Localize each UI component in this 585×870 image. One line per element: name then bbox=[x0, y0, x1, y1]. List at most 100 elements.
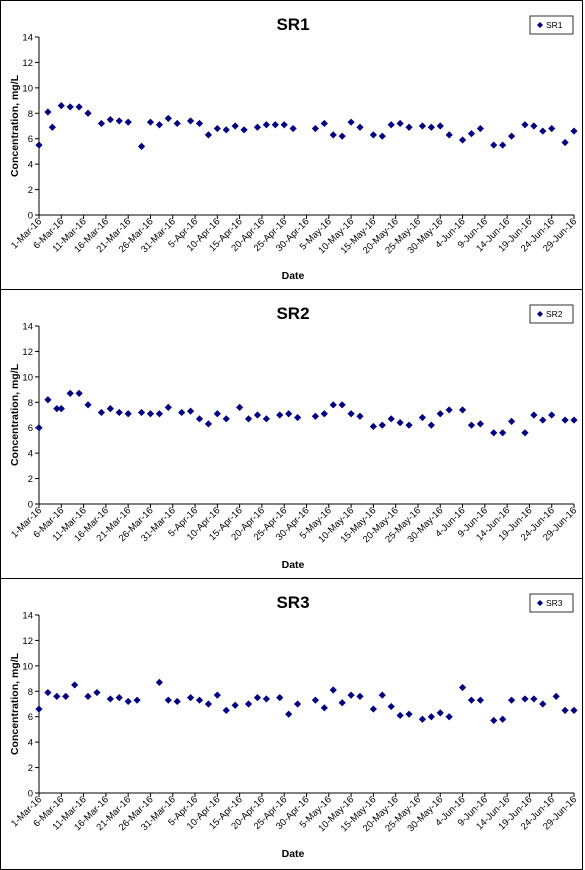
y-tick-label: 10 bbox=[22, 83, 33, 94]
data-point bbox=[75, 389, 83, 397]
data-point bbox=[338, 401, 346, 409]
data-point bbox=[48, 123, 56, 131]
data-point bbox=[427, 123, 435, 131]
data-point bbox=[285, 410, 293, 418]
data-point bbox=[427, 421, 435, 429]
legend-label: SR2 bbox=[546, 309, 563, 319]
data-point bbox=[530, 695, 538, 703]
y-tick-label: 12 bbox=[22, 636, 33, 647]
data-point bbox=[186, 117, 195, 125]
y-tick-label: 6 bbox=[28, 423, 33, 434]
data-point bbox=[436, 709, 444, 717]
data-point bbox=[539, 700, 547, 708]
data-point bbox=[75, 103, 83, 111]
legend-marker bbox=[537, 311, 543, 317]
data-point bbox=[521, 429, 529, 437]
data-point bbox=[499, 429, 507, 437]
data-point bbox=[155, 121, 163, 129]
data-point bbox=[476, 124, 484, 133]
data-point bbox=[222, 415, 230, 423]
data-point bbox=[490, 429, 498, 437]
data-point bbox=[570, 127, 578, 135]
data-point bbox=[530, 122, 538, 130]
legend-box bbox=[529, 304, 574, 324]
data-point bbox=[521, 695, 529, 703]
data-point bbox=[293, 700, 302, 708]
data-point bbox=[347, 691, 355, 699]
data-point bbox=[93, 688, 101, 697]
data-point bbox=[97, 119, 106, 128]
data-point bbox=[458, 406, 467, 414]
data-point bbox=[521, 121, 529, 129]
legend-marker bbox=[537, 22, 543, 28]
data-point bbox=[387, 121, 395, 129]
data-point bbox=[133, 696, 141, 704]
data-point bbox=[66, 103, 74, 111]
data-point bbox=[106, 695, 114, 703]
data-point bbox=[222, 706, 230, 714]
data-point bbox=[570, 706, 578, 714]
data-point bbox=[436, 410, 444, 418]
data-point bbox=[552, 692, 560, 700]
x-axis-label: Date bbox=[282, 270, 305, 282]
data-point bbox=[467, 696, 476, 704]
data-point bbox=[369, 705, 377, 713]
data-point bbox=[84, 109, 92, 117]
data-point bbox=[369, 131, 377, 139]
data-point bbox=[186, 407, 195, 415]
data-point bbox=[71, 681, 79, 689]
data-point bbox=[124, 410, 132, 418]
data-point bbox=[236, 403, 244, 411]
data-point bbox=[530, 411, 538, 419]
data-point bbox=[311, 412, 320, 420]
data-point bbox=[137, 142, 146, 150]
data-point bbox=[418, 122, 427, 130]
y-tick-label: 4 bbox=[28, 449, 33, 460]
y-tick-label: 2 bbox=[28, 763, 33, 774]
data-point bbox=[57, 405, 65, 413]
y-tick-label: 6 bbox=[28, 712, 33, 723]
data-point bbox=[35, 424, 43, 432]
data-point bbox=[44, 396, 52, 404]
data-point bbox=[427, 713, 435, 721]
x-axis-label: Date bbox=[282, 848, 305, 860]
chart-title: SR1 bbox=[276, 15, 309, 34]
data-point bbox=[490, 716, 498, 725]
data-point bbox=[53, 692, 61, 700]
y-tick-label: 14 bbox=[22, 611, 33, 622]
data-point bbox=[561, 138, 569, 147]
data-point bbox=[173, 697, 181, 706]
data-point bbox=[115, 117, 123, 125]
data-point bbox=[137, 408, 146, 417]
chart-panel-sr1: SR1 0 2 4 6 8 10 12 14 1-Mar-16 6-Mar-16 11-Mar-16 1… bbox=[0, 0, 583, 291]
y-tick-label: 2 bbox=[28, 185, 33, 196]
y-tick-label: 4 bbox=[28, 738, 33, 749]
legend-label: SR1 bbox=[546, 20, 563, 30]
data-point bbox=[490, 141, 498, 149]
data-point bbox=[97, 408, 106, 417]
chart-legend: SR1 bbox=[529, 15, 574, 35]
data-point bbox=[106, 116, 114, 124]
data-point bbox=[155, 410, 163, 418]
y-tick-label: 0 bbox=[28, 789, 33, 800]
data-point bbox=[253, 123, 262, 131]
data-point bbox=[276, 411, 284, 419]
data-point bbox=[164, 696, 172, 704]
data-point bbox=[173, 119, 181, 128]
y-tick-label: 8 bbox=[28, 398, 33, 409]
legend-box bbox=[529, 593, 574, 613]
data-point bbox=[124, 697, 132, 706]
y-tick-label: 0 bbox=[28, 211, 33, 222]
data-point bbox=[213, 410, 221, 418]
y-tick-label: 6 bbox=[28, 134, 33, 145]
data-point bbox=[445, 131, 453, 139]
data-point bbox=[164, 403, 172, 411]
data-point bbox=[262, 415, 270, 423]
data-point bbox=[467, 130, 476, 138]
data-point bbox=[262, 695, 270, 703]
data-point bbox=[231, 701, 239, 709]
data-point bbox=[164, 114, 172, 122]
data-point bbox=[396, 419, 404, 427]
data-point bbox=[405, 123, 413, 131]
y-axis-label: Concentration, mg/L bbox=[9, 363, 21, 466]
